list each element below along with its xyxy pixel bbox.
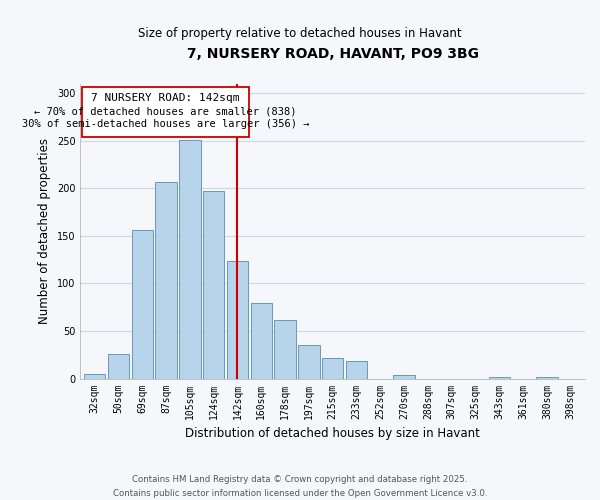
Bar: [251, 304, 272, 378]
Bar: [108, 354, 129, 378]
Bar: [322, 358, 343, 378]
Y-axis label: Number of detached properties: Number of detached properties: [38, 138, 51, 324]
Bar: [488, 376, 510, 378]
Bar: [82, 88, 250, 137]
Bar: [274, 320, 296, 378]
Bar: [346, 362, 367, 378]
Bar: [227, 260, 248, 378]
Text: Contains HM Land Registry data © Crown copyright and database right 2025.
Contai: Contains HM Land Registry data © Crown c…: [113, 476, 487, 498]
Bar: [155, 182, 177, 378]
Title: 7, NURSERY ROAD, HAVANT, PO9 3BG: 7, NURSERY ROAD, HAVANT, PO9 3BG: [187, 48, 479, 62]
Text: 7 NURSERY ROAD: 142sqm: 7 NURSERY ROAD: 142sqm: [91, 93, 239, 103]
Text: 30% of semi-detached houses are larger (356) →: 30% of semi-detached houses are larger (…: [22, 120, 309, 130]
Bar: [203, 191, 224, 378]
Bar: [394, 374, 415, 378]
Bar: [298, 345, 320, 378]
Bar: [179, 140, 200, 378]
Text: Size of property relative to detached houses in Havant: Size of property relative to detached ho…: [138, 28, 462, 40]
Bar: [131, 230, 153, 378]
Bar: [536, 376, 557, 378]
Text: ← 70% of detached houses are smaller (838): ← 70% of detached houses are smaller (83…: [34, 106, 296, 116]
Bar: [84, 374, 106, 378]
X-axis label: Distribution of detached houses by size in Havant: Distribution of detached houses by size …: [185, 427, 480, 440]
